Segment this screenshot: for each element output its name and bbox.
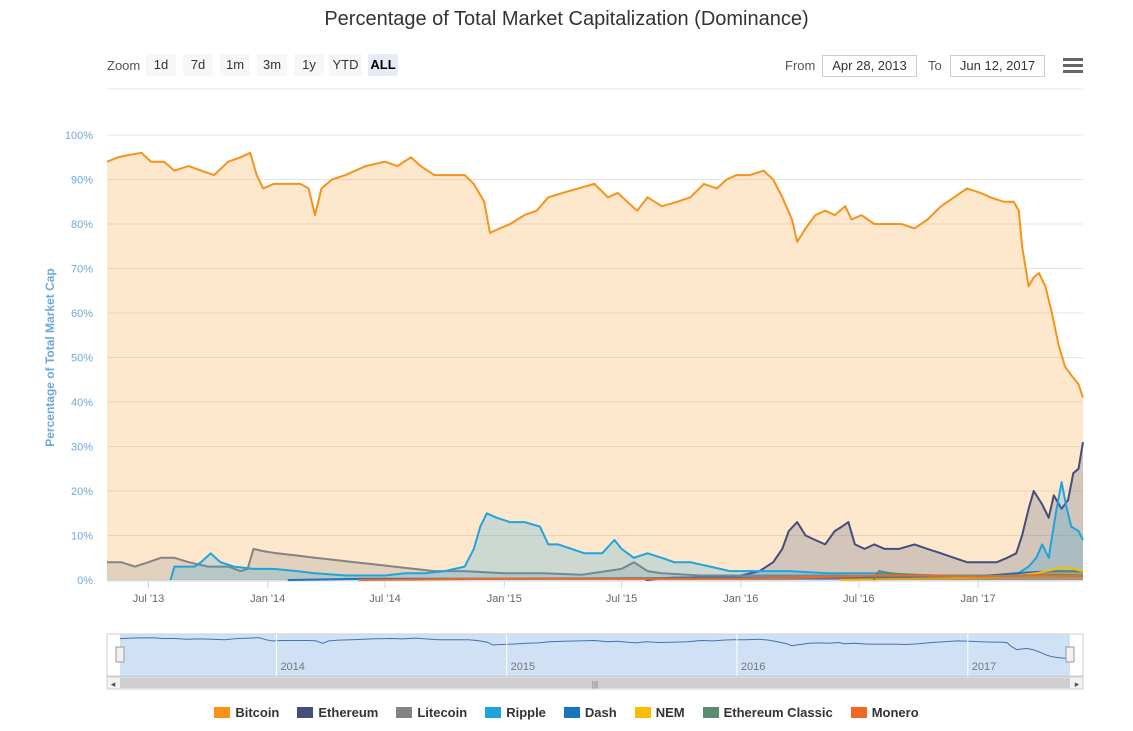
y-tick-label: 70% — [71, 264, 93, 276]
zoom-button-all[interactable]: ALL — [368, 54, 398, 76]
legend-label: Ethereum — [318, 705, 379, 720]
legend-item-ethereum[interactable]: Ethereum — [297, 705, 378, 720]
x-tick-label: Jan '15 — [487, 593, 522, 605]
series-group — [106, 151, 1084, 581]
navigator-year-label: 2017 — [972, 661, 996, 673]
series-area-nem — [839, 567, 1083, 580]
x-tick-label: Jul '16 — [843, 593, 874, 605]
y-tick-label: 60% — [71, 308, 93, 320]
legend-item-dash[interactable]: Dash — [563, 705, 617, 720]
legend-swatch — [702, 707, 719, 718]
x-tick-label: Jan '14 — [250, 593, 285, 605]
menu-bar — [1063, 64, 1083, 67]
series-line-monero — [358, 574, 1084, 581]
scrollbar-grip-icon: ||| — [592, 680, 598, 689]
zoom-button-1m[interactable]: 1m — [220, 54, 250, 76]
navigator-handle[interactable] — [115, 646, 125, 663]
series-area-ethereum-classic — [873, 571, 1083, 580]
series-area-litecoin — [107, 548, 1083, 580]
navigator-handle[interactable] — [1065, 646, 1075, 663]
series-line-ripple — [169, 481, 1084, 581]
zoom-label: Zoom — [107, 58, 141, 73]
chart-title: Percentage of Total Market Capitalizatio… — [324, 8, 809, 30]
legend-label: Monero — [871, 705, 919, 720]
legend-item-litecoin[interactable]: Litecoin — [396, 705, 467, 720]
scrollbar-thumb[interactable] — [120, 678, 1070, 688]
from-label: From — [785, 58, 816, 73]
y-tick-label: 90% — [71, 175, 93, 187]
legend-label: Dash — [584, 705, 617, 720]
navigator-year-label: 2014 — [280, 661, 304, 673]
legend-item-ripple[interactable]: Ripple — [485, 705, 546, 720]
legend-label: Ethereum Classic — [723, 705, 833, 720]
legend-label: Litecoin — [417, 705, 468, 720]
y-tick-label: 80% — [71, 219, 93, 231]
menu-bar — [1063, 70, 1083, 73]
y-tick-label: 20% — [71, 486, 93, 498]
x-tick-label: Jan '17 — [960, 593, 995, 605]
series-area-bitcoin — [107, 152, 1083, 581]
x-tick-label: Jan '16 — [723, 593, 758, 605]
legend-swatch — [214, 707, 231, 718]
legend-item-nem[interactable]: NEM — [634, 705, 685, 720]
y-tick-label: 50% — [71, 353, 93, 365]
x-tick-label: Jul '13 — [133, 593, 164, 605]
y-tick-label: 30% — [71, 442, 93, 454]
y-tick-label: 10% — [71, 531, 93, 543]
legend-swatch — [485, 707, 502, 718]
y-tick-label: 40% — [71, 397, 93, 409]
legend-item-ethereum-classic[interactable]: Ethereum Classic — [702, 705, 833, 720]
legend-swatch — [297, 707, 314, 718]
legend-swatch — [850, 707, 867, 718]
navigator-year-label: 2015 — [511, 661, 535, 673]
series-area-ethereum — [645, 442, 1083, 580]
legend-swatch — [396, 707, 413, 718]
legend-item-monero[interactable]: Monero — [850, 705, 919, 720]
x-tick-label: Jul '14 — [369, 593, 400, 605]
navigator-year-label: 2016 — [741, 661, 765, 673]
legend: Bitcoin Ethereum Litecoin Ripple Dash NEM Ethe… — [0, 705, 1133, 720]
series-line-litecoin — [107, 547, 1084, 578]
legend-label: Ripple — [506, 705, 546, 720]
legend-swatch — [563, 707, 580, 718]
y-tick-label: 100% — [65, 130, 93, 142]
legend-label: NEM — [655, 705, 685, 720]
scroll-left-arrow-icon[interactable]: ◂ — [111, 679, 116, 689]
navigator-series-line — [119, 637, 1071, 661]
to-date-input[interactable]: Jun 12, 2017 — [950, 55, 1045, 77]
series-area-ripple — [170, 482, 1083, 580]
legend-swatch — [634, 707, 651, 718]
zoom-button-7d[interactable]: 7d — [183, 54, 213, 76]
zoom-button-ytd[interactable]: YTD — [329, 54, 362, 76]
menu-bar — [1063, 58, 1083, 61]
zoom-button-1y[interactable]: 1y — [294, 54, 324, 76]
zoom-button-1d[interactable]: 1d — [146, 54, 176, 76]
x-tick-label: Jul '15 — [606, 593, 637, 605]
legend-label: Bitcoin — [235, 705, 280, 720]
hamburger-menu-icon[interactable] — [1063, 58, 1083, 74]
legend-item-bitcoin[interactable]: Bitcoin — [214, 705, 279, 720]
to-label: To — [928, 58, 942, 73]
series-line-bitcoin — [106, 151, 1084, 398]
y-axis-title: Percentage of Total Market Cap — [43, 268, 57, 447]
zoom-button-3m[interactable]: 3m — [257, 54, 287, 76]
scroll-right-arrow-icon[interactable]: ▸ — [1075, 679, 1080, 689]
from-date-input[interactable]: Apr 28, 2013 — [822, 55, 917, 77]
y-tick-label: 0% — [77, 575, 93, 587]
series-line-ethereum — [645, 441, 1084, 581]
